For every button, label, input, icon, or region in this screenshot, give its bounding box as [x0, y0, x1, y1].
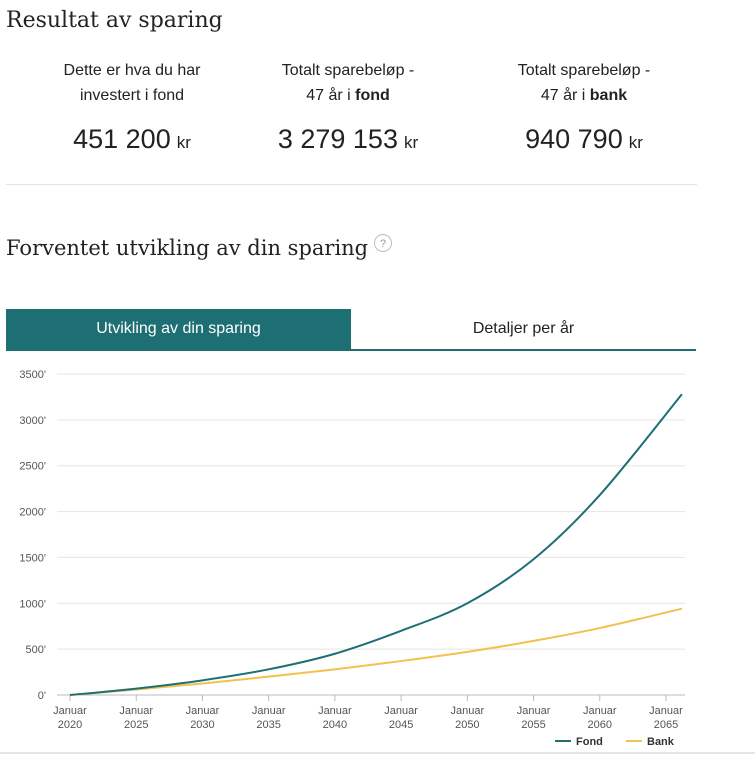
- x-tick-label: Januar: [384, 705, 418, 717]
- y-tick-label: 500': [26, 644, 46, 656]
- x-tick-label: 2050: [455, 719, 479, 731]
- x-tick-label: 2040: [323, 719, 347, 731]
- x-tick-label: 2045: [389, 719, 413, 731]
- stat-label-line1: Totalt sparebeløp -: [281, 62, 415, 79]
- section-divider: [6, 184, 697, 185]
- stat-invested-value: 451 200 kr: [73, 124, 191, 154]
- x-tick-label: Januar: [451, 705, 485, 717]
- stat-label-line2: 47 år i fond: [306, 87, 390, 104]
- legend-label-bank: Bank: [647, 736, 675, 748]
- x-tick-label: Januar: [119, 705, 153, 717]
- stat-invested: Dette er hva du har investert i fond 451…: [22, 58, 242, 155]
- x-tick-label: 2030: [190, 719, 214, 731]
- x-tick-label: Januar: [186, 705, 220, 717]
- x-tick-label: Januar: [318, 705, 352, 717]
- stat-label-line1: Totalt sparebeløp -: [517, 62, 651, 79]
- x-tick-label: 2035: [256, 719, 280, 731]
- y-tick-label: 3000': [19, 415, 46, 427]
- development-title: Forventet utvikling av din sparing: [6, 236, 369, 260]
- stat-invested-label: Dette er hva du har investert i fond: [22, 58, 242, 108]
- stat-label-line2: 47 år i bank: [540, 87, 628, 104]
- stat-bank-total: Totalt sparebeløp - 47 år i bank 940 790…: [474, 58, 694, 155]
- x-tick-label: 2060: [588, 719, 612, 731]
- x-tick-label: Januar: [517, 705, 551, 717]
- y-tick-label: 3500': [19, 369, 46, 381]
- bottom-border: [0, 752, 755, 754]
- y-tick-label: 1500': [19, 552, 46, 564]
- stat-bank-label: Totalt sparebeløp - 47 år i bank: [474, 58, 694, 108]
- x-tick-label: Januar: [649, 705, 683, 717]
- x-tick-label: 2065: [654, 719, 678, 731]
- series-line-bank: [69, 607, 683, 696]
- tab-development[interactable]: Utvikling av din sparing: [6, 309, 351, 349]
- stat-fund-value: 3 279 153 kr: [277, 124, 419, 154]
- tab-details-per-year[interactable]: Detaljer per år: [351, 309, 696, 349]
- result-title: Resultat av sparing: [6, 8, 223, 33]
- x-tick-label: 2055: [521, 719, 545, 731]
- chart-tabs: Utvikling av din sparing Detaljer per år: [6, 309, 696, 351]
- y-tick-label: 2000': [19, 507, 46, 519]
- stat-label-line2: investert i fond: [79, 87, 185, 104]
- series-line-fond: [69, 393, 683, 696]
- savings-line-chart: 0' 500' 1000' 1500' 2000' 2500' 3000' 3500' Janu…: [19, 369, 685, 748]
- stat-fund-total: Totalt sparebeløp - 47 år i fond 3 279 1…: [238, 58, 458, 155]
- stat-bank-value: 940 790 kr: [525, 124, 643, 154]
- x-tick-label: Januar: [53, 705, 87, 717]
- y-tick-label: 1000': [19, 598, 46, 610]
- x-tick-label: 2020: [58, 719, 82, 731]
- stat-label-line1: Dette er hva du har: [63, 62, 201, 79]
- y-tick-label: 2500': [19, 461, 46, 473]
- y-tick-label: 0': [38, 690, 46, 702]
- legend-label-fond: Fond: [576, 736, 603, 748]
- x-tick-label: Januar: [252, 705, 286, 717]
- stat-fund-label: Totalt sparebeløp - 47 år i fond: [238, 58, 458, 108]
- help-icon[interactable]: ?: [374, 234, 392, 252]
- x-tick-label: 2025: [124, 719, 148, 731]
- x-tick-label: Januar: [583, 705, 617, 717]
